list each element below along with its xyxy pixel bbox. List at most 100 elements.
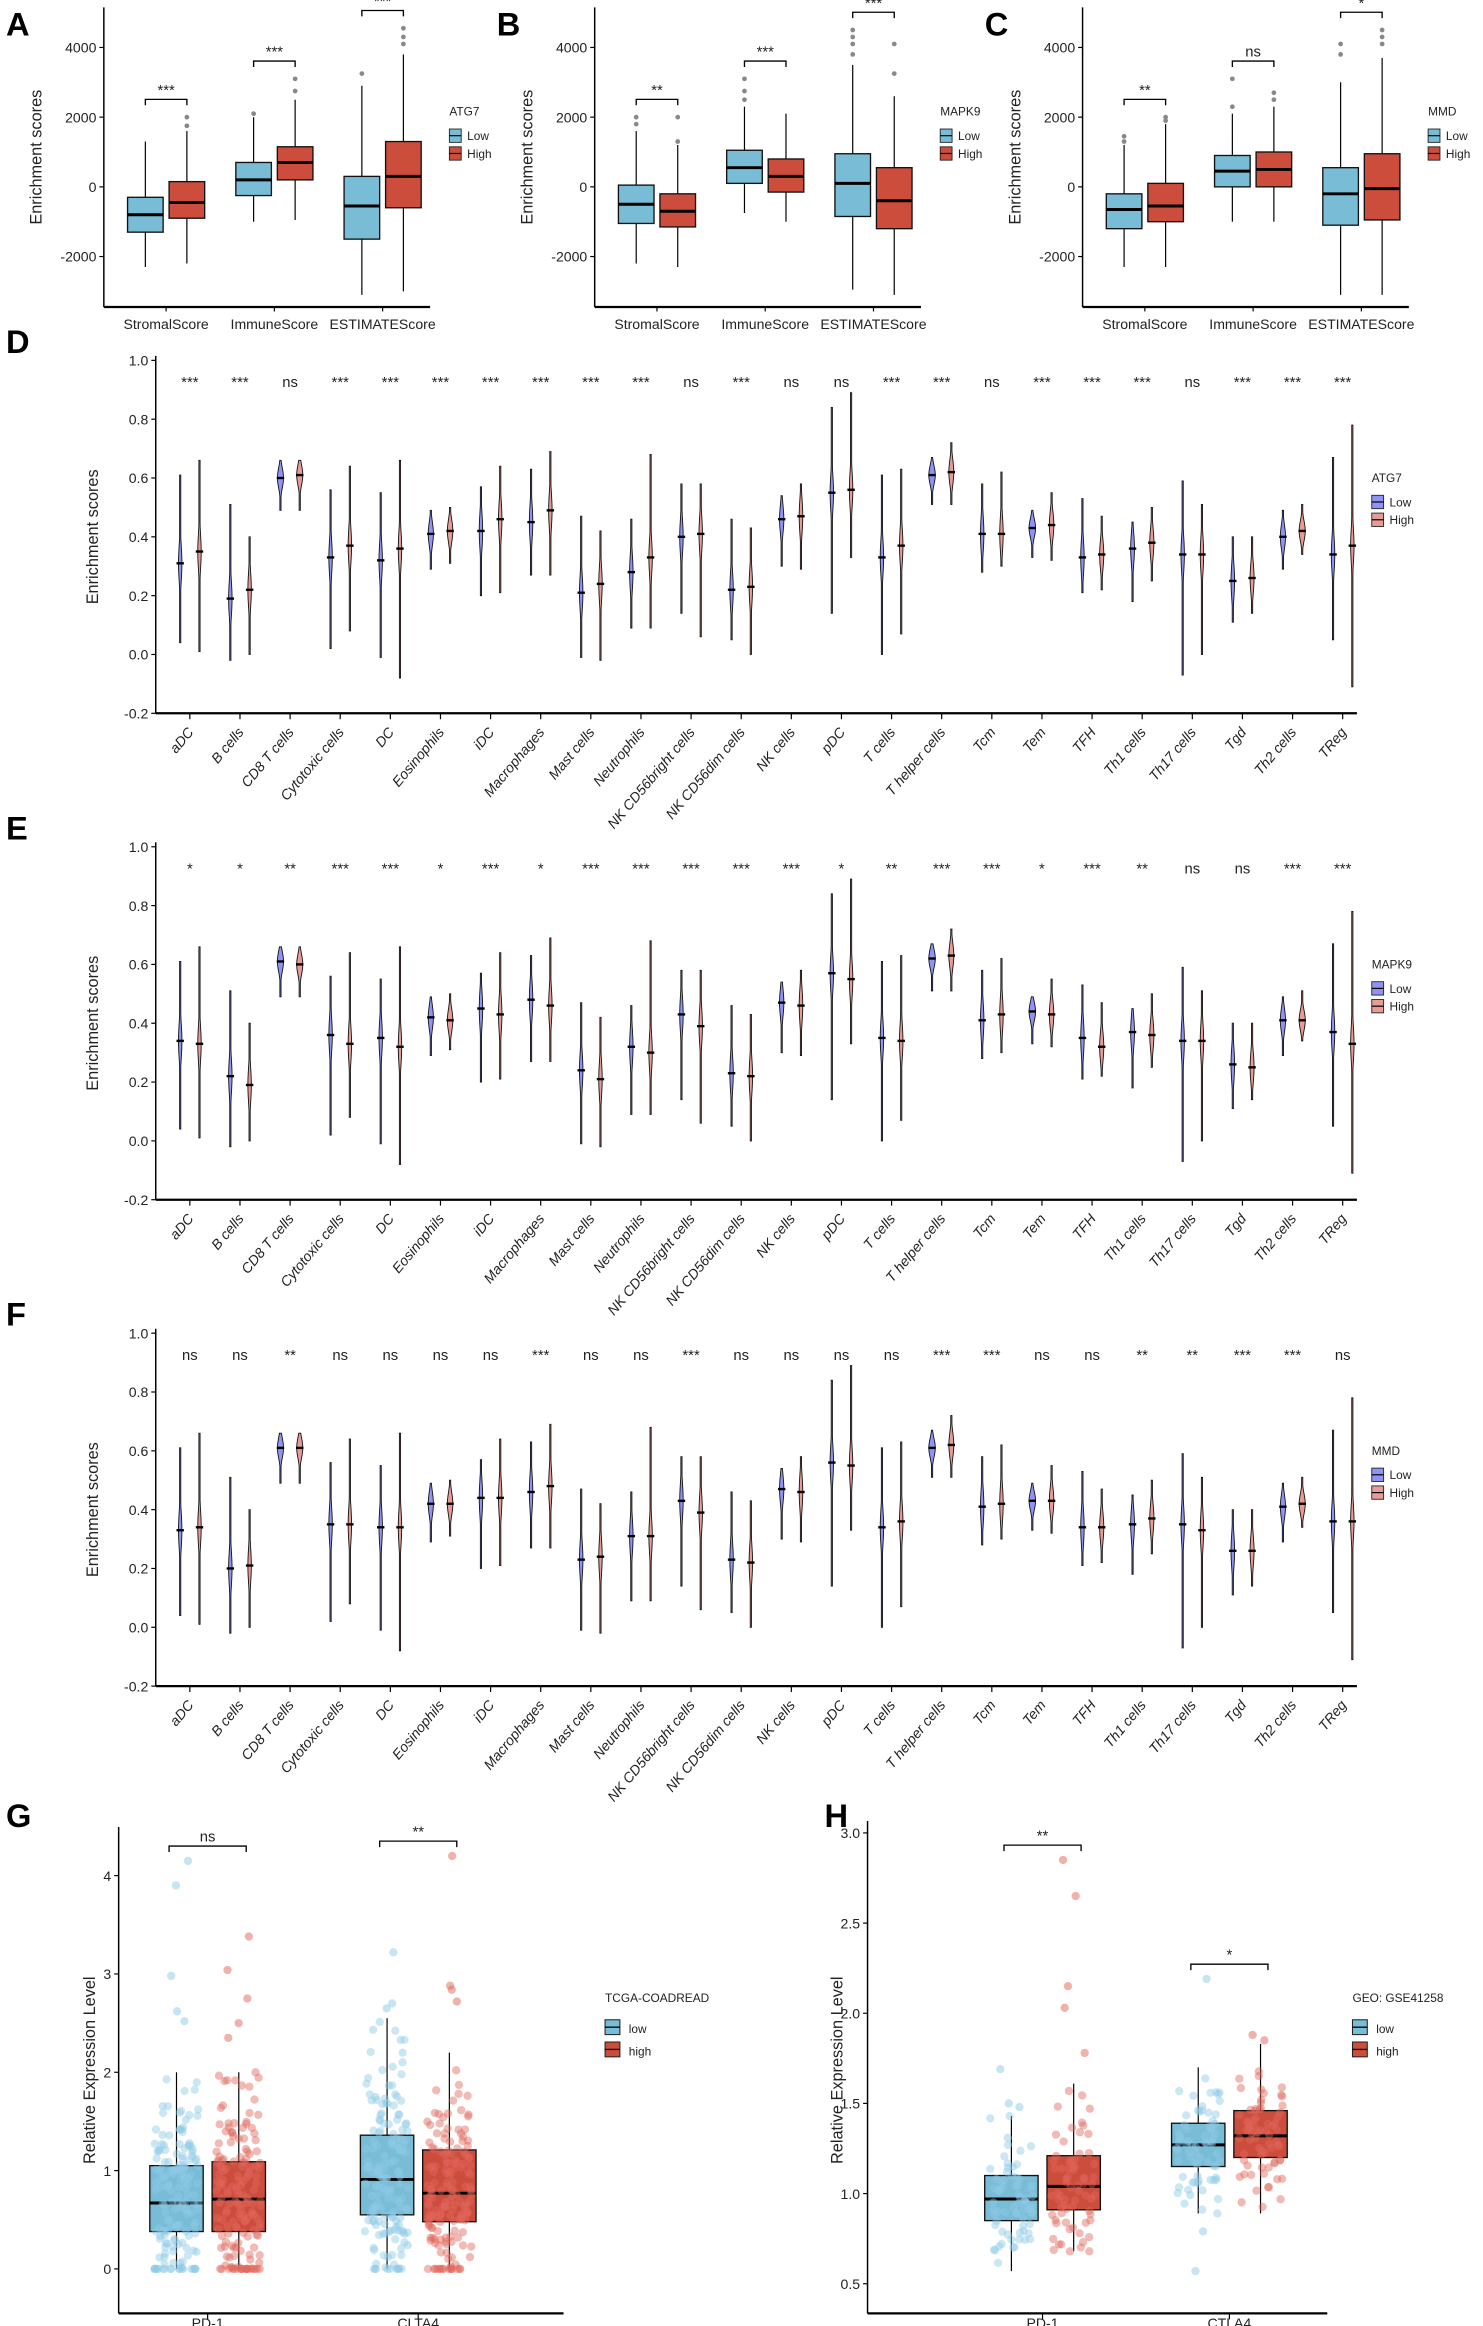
data-point-high bbox=[216, 2162, 225, 2171]
data-point-high bbox=[232, 2182, 241, 2192]
data-point-high bbox=[1087, 2179, 1097, 2189]
data-point-low bbox=[1007, 2235, 1016, 2244]
data-point-low bbox=[161, 2243, 170, 2252]
data-point-high bbox=[433, 2264, 442, 2274]
y-axis-title: Relative Expression Level bbox=[81, 1976, 99, 2164]
data-point-high bbox=[243, 2264, 252, 2274]
data-point-low bbox=[374, 2230, 384, 2240]
data-point-high bbox=[436, 2210, 445, 2220]
violin-low bbox=[328, 1462, 333, 1622]
violin-low bbox=[178, 474, 183, 644]
data-point-high bbox=[256, 2196, 265, 2206]
data-point-low bbox=[389, 2260, 399, 2269]
violin-high bbox=[698, 483, 703, 638]
outlier-point-low bbox=[1004, 2099, 1013, 2108]
data-point-low bbox=[401, 2120, 410, 2129]
data-point-low bbox=[1182, 2111, 1191, 2120]
data-point-low bbox=[151, 2185, 160, 2194]
x-tick-label: NK cells bbox=[753, 1211, 798, 1261]
panel-label: D bbox=[6, 323, 30, 360]
y-tick-label: 4000 bbox=[1044, 40, 1075, 56]
violin-high bbox=[247, 536, 252, 655]
data-point-high bbox=[1256, 2104, 1265, 2113]
significance-label: *** bbox=[757, 45, 775, 61]
outlier-point-high bbox=[447, 1985, 456, 1994]
data-point-high bbox=[254, 2164, 264, 2173]
data-point-low bbox=[1182, 2124, 1191, 2134]
data-point-high bbox=[430, 2238, 440, 2248]
data-point-high bbox=[441, 2233, 450, 2242]
data-point-low bbox=[1209, 2176, 1218, 2185]
significance-label: ns bbox=[483, 1348, 499, 1364]
data-point-high bbox=[446, 2262, 455, 2271]
legend-label-low: Low bbox=[1390, 982, 1412, 996]
data-point-high bbox=[462, 2199, 471, 2208]
data-point-high bbox=[423, 2181, 433, 2190]
data-point-high bbox=[435, 2264, 444, 2274]
box-low bbox=[1322, 167, 1360, 226]
x-tick-label: B cells bbox=[208, 724, 247, 766]
data-point-high bbox=[425, 2201, 434, 2210]
data-point-high bbox=[1246, 2105, 1255, 2114]
y-tick-label: 1.0 bbox=[129, 353, 149, 369]
significance-label: *** bbox=[374, 0, 392, 10]
data-point-high bbox=[1278, 2092, 1287, 2101]
data-point-low bbox=[161, 2239, 171, 2248]
outlier-point-low bbox=[1198, 2227, 1208, 2236]
data-point-high bbox=[235, 2209, 244, 2219]
data-point-high bbox=[1260, 2148, 1269, 2157]
x-tick-label: pDC bbox=[817, 1210, 849, 1243]
data-point-low bbox=[1200, 2138, 1210, 2147]
data-point-low bbox=[1182, 2140, 1191, 2149]
data-point-high bbox=[1245, 2135, 1255, 2144]
data-point-low bbox=[381, 2229, 390, 2238]
data-point-low bbox=[383, 2174, 392, 2183]
data-point-low bbox=[380, 2094, 389, 2103]
data-point-high bbox=[1052, 2151, 1061, 2161]
outlier-point bbox=[1379, 27, 1385, 33]
box-high bbox=[1046, 2155, 1102, 2211]
data-point-high bbox=[253, 2264, 262, 2274]
significance-label: ns bbox=[783, 1348, 799, 1364]
violin-high bbox=[197, 946, 202, 1139]
data-point-low bbox=[384, 2193, 393, 2203]
significance-label: *** bbox=[1234, 375, 1252, 391]
data-point-high bbox=[441, 2197, 450, 2206]
x-tick-label: Th1 cells bbox=[1100, 724, 1148, 777]
data-point-high bbox=[235, 2200, 244, 2210]
data-point-low bbox=[175, 2259, 185, 2268]
violin-low bbox=[779, 981, 785, 1054]
data-point-low bbox=[1198, 2102, 1207, 2111]
legend-title: MMD bbox=[1372, 1444, 1400, 1458]
outlier-point-high bbox=[1071, 1891, 1080, 1901]
data-point-low bbox=[364, 2073, 373, 2083]
legend-label-low: Low bbox=[1390, 1468, 1412, 1482]
data-point-high bbox=[242, 2119, 251, 2129]
panel-D: D -0.2 0.0 0.2 0.4 0.6 0.8 1.0 Enrichment scores… bbox=[6, 323, 1414, 832]
data-point-high bbox=[1071, 2196, 1080, 2205]
panel-B: B -2000 0 2000 4000 Enrichment scores StromalS… bbox=[497, 0, 983, 332]
data-point-high bbox=[1236, 2083, 1246, 2093]
violin-high bbox=[397, 946, 403, 1165]
data-point-high bbox=[445, 2167, 454, 2176]
violin-low bbox=[228, 504, 233, 661]
data-point-high bbox=[446, 2211, 455, 2220]
x-tick-label: iDC bbox=[470, 724, 498, 753]
data-point-low bbox=[398, 2048, 407, 2057]
data-point-low bbox=[364, 2216, 373, 2225]
y-tick-label: -0.2 bbox=[124, 705, 148, 721]
y-tick-label: 0.8 bbox=[129, 411, 149, 427]
data-point-low bbox=[192, 2078, 201, 2087]
data-point-high bbox=[1272, 2125, 1281, 2134]
x-tick-label: DC bbox=[372, 724, 398, 750]
data-point-low bbox=[175, 2139, 184, 2149]
violin-low bbox=[629, 1491, 634, 1602]
data-point-high bbox=[224, 2264, 233, 2274]
significance-label: ** bbox=[1139, 83, 1151, 99]
violin-high bbox=[1298, 504, 1306, 555]
x-tick-label: NK CD56bright cells bbox=[604, 724, 698, 831]
violin-high bbox=[1048, 1465, 1055, 1534]
legend-title: ATG7 bbox=[449, 105, 479, 119]
y-tick-label: 0 bbox=[89, 179, 97, 195]
data-point-low bbox=[190, 2191, 199, 2200]
